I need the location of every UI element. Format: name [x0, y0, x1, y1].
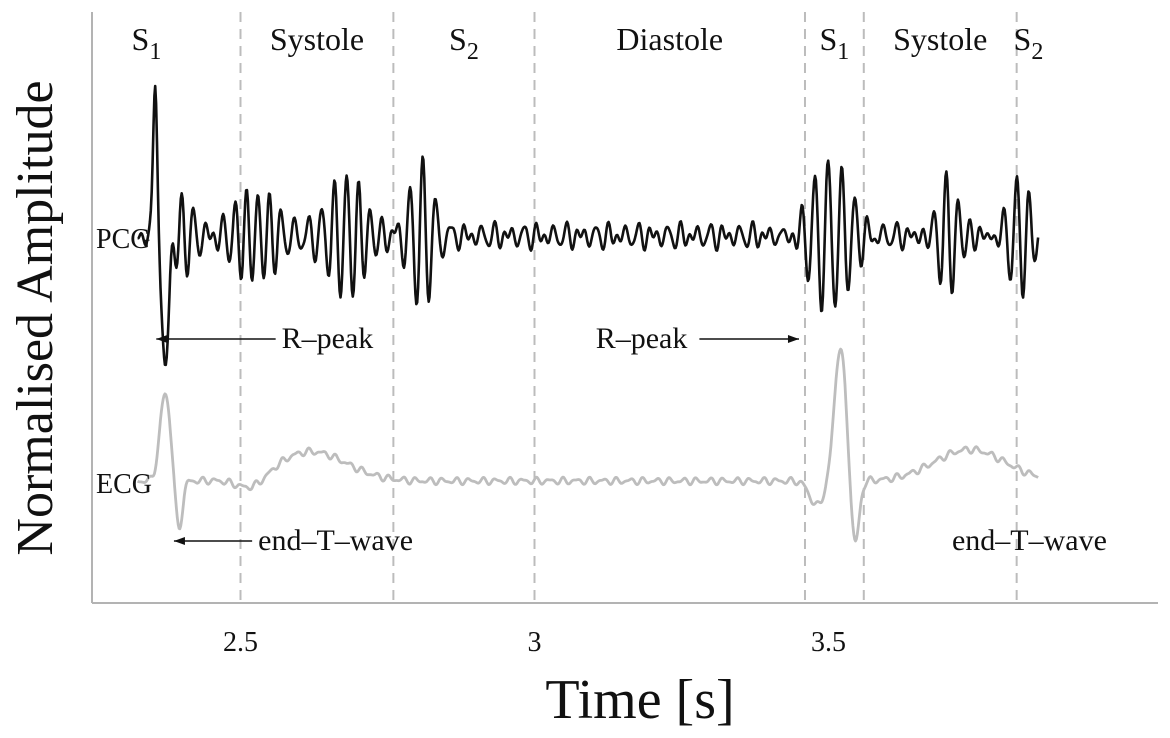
phase-label-2: S2 — [449, 21, 479, 65]
annotations: R–peak R–peak end–T–wave end–T–wave — [156, 322, 1107, 557]
annotation-arrow-0 — [156, 335, 276, 343]
phase-label-1: Systole — [270, 21, 364, 57]
series-line-pcg — [137, 84, 1040, 367]
series-label-ecg: ECG — [96, 469, 152, 500]
annotation-label-0: R–peak — [282, 322, 374, 355]
series-line-ecg — [136, 347, 1039, 543]
series-lines: PCG ECG — [96, 84, 1040, 543]
phase-labels: S1 Systole S2 Diastole S1 Systole S2 — [132, 21, 1044, 65]
annotation-label-1: R–peak — [596, 322, 688, 355]
annotation-arrow-2 — [173, 537, 253, 545]
phase-label-5: Systole — [893, 21, 987, 57]
series-label-pcg: PCG — [96, 224, 150, 255]
x-tick-label-0: 2.5 — [223, 627, 258, 658]
annotation-label-3: end–T–wave — [952, 524, 1107, 557]
x-tick-label-1: 3 — [528, 627, 542, 658]
annotation-arrow-1 — [699, 335, 799, 343]
phase-label-3: Diastole — [616, 21, 723, 57]
phase-label-6: S2 — [1014, 21, 1044, 65]
phase-label-4: S1 — [819, 21, 849, 65]
axes: 2.5 3 3.5 — [91, 12, 1158, 658]
annotation-label-2: end–T–wave — [258, 524, 413, 557]
y-axis-label: Normalised Amplitude — [7, 80, 64, 555]
phase-boundaries — [239, 12, 1018, 603]
phase-label-0: S1 — [132, 21, 162, 65]
x-axis-label: Time [s] — [545, 669, 734, 731]
x-tick-label-2: 3.5 — [811, 627, 846, 658]
